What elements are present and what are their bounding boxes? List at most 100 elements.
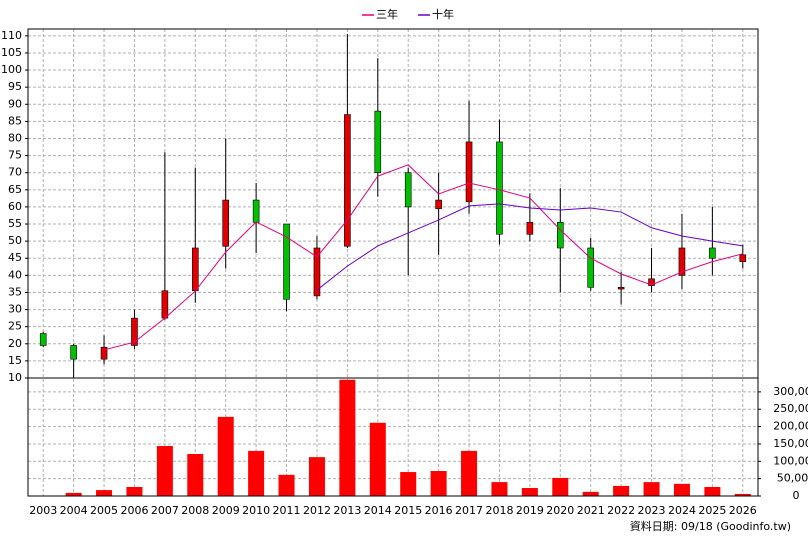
- candle-body: [617, 287, 625, 290]
- y-tick-label: 55: [8, 217, 22, 230]
- candle-body: [39, 333, 47, 346]
- x-tick-label: 2010: [242, 504, 270, 517]
- y-tick-label: 75: [8, 149, 22, 162]
- volume-bar: [521, 488, 538, 496]
- volume-bar: [126, 486, 143, 496]
- y-tick-label: 50,000: [777, 472, 808, 485]
- y-tick-label: 40: [8, 268, 22, 281]
- plot-frame: [27, 377, 759, 497]
- volume-bar: [278, 474, 295, 496]
- x-tick-label: 2011: [273, 504, 301, 517]
- candle-body: [465, 141, 473, 203]
- y-tick-label: 15: [8, 354, 22, 367]
- candle-body: [222, 199, 230, 247]
- x-tick-label: 2020: [546, 504, 574, 517]
- candle-body: [374, 110, 382, 174]
- volume-bar: [704, 486, 721, 496]
- candle-body: [739, 254, 747, 262]
- candle-body: [648, 278, 655, 286]
- y-tick-label: 80: [8, 131, 22, 144]
- volume-bar: [217, 416, 234, 496]
- y-tick-label: 200,000: [773, 420, 808, 433]
- candle-body: [435, 199, 442, 209]
- y-tick-label: 95: [8, 80, 22, 93]
- candle-body: [70, 345, 77, 360]
- volume-bar: [156, 446, 173, 496]
- candle-body: [252, 199, 260, 223]
- x-tick-label: 2021: [577, 504, 605, 517]
- y-tick-label: 45: [8, 251, 22, 264]
- x-tick-label: 2014: [364, 504, 392, 517]
- x-tick-label: 2013: [333, 504, 361, 517]
- volume-bar: [248, 450, 265, 496]
- legend-label: 三年: [376, 7, 398, 21]
- x-tick-label: 2015: [394, 504, 422, 517]
- volume-bar: [673, 483, 690, 496]
- y-tick-label: 20: [8, 337, 22, 350]
- y-tick-label: 35: [8, 285, 22, 298]
- volume-bar: [369, 422, 386, 496]
- volume-bar: [552, 477, 569, 496]
- y-tick-label: 90: [8, 97, 22, 110]
- volume-bar: [430, 471, 447, 496]
- y-tick-label: 300,000: [773, 385, 808, 398]
- volume-bar: [65, 492, 82, 496]
- y-tick-label: 150,000: [773, 437, 808, 450]
- x-tick-label: 2023: [638, 504, 666, 517]
- x-tick-label: 2019: [516, 504, 544, 517]
- candle-body: [131, 317, 138, 346]
- volume-bar: [582, 491, 599, 496]
- y-tick-label: 65: [8, 183, 22, 196]
- y-tick-label: 100: [1, 63, 22, 76]
- x-tick-label: 2025: [698, 504, 726, 517]
- candle-body: [556, 222, 564, 249]
- y-tick-label: 60: [8, 200, 22, 213]
- y-tick-label: 50: [8, 234, 22, 247]
- x-tick-label: 2004: [60, 504, 88, 517]
- y-tick-label: 110: [1, 29, 22, 42]
- x-tick-label: 2017: [455, 504, 483, 517]
- candle-body: [283, 223, 290, 300]
- volume-bar: [613, 485, 630, 496]
- volume-bar: [491, 482, 508, 496]
- y-tick-label: 10: [8, 371, 22, 384]
- x-tick-label: 2026: [729, 504, 757, 517]
- volume-bar: [308, 457, 325, 496]
- y-tick-label: 105: [1, 46, 22, 59]
- x-tick-label: 2022: [607, 504, 635, 517]
- candle-body: [344, 114, 351, 247]
- y-tick-label: 25: [8, 320, 22, 333]
- candle-body: [161, 290, 169, 319]
- volume-bar: [461, 450, 478, 496]
- x-tick-label: 2018: [485, 504, 513, 517]
- x-tick-label: 2012: [303, 504, 331, 517]
- candle-body: [496, 141, 503, 235]
- line-series: [103, 164, 743, 351]
- candle-body: [100, 346, 108, 360]
- candle-body: [191, 247, 199, 292]
- x-tick-label: 2003: [29, 504, 57, 517]
- footer: 資料日期: 09/18 (Goodinfo.tw): [630, 519, 791, 533]
- x-tick-label: 2005: [90, 504, 118, 517]
- line-series: [316, 203, 743, 291]
- y-tick-label: 0: [793, 489, 800, 502]
- y-tick-label: 100,000: [773, 454, 808, 467]
- candle-body: [678, 247, 686, 276]
- volume-bar: [339, 379, 356, 496]
- x-tick-label: 2006: [120, 504, 148, 517]
- volume-bar: [96, 490, 113, 496]
- x-tick-label: 2007: [151, 504, 179, 517]
- candle-body: [709, 247, 716, 259]
- x-tick-label: 2016: [425, 504, 453, 517]
- x-tick-label: 2008: [181, 504, 209, 517]
- y-tick-label: 250,000: [773, 402, 808, 415]
- y-tick-label: 85: [8, 114, 22, 127]
- volume-bar: [187, 454, 204, 496]
- legend-label: 十年: [432, 7, 454, 21]
- volume-bar: [643, 482, 660, 496]
- y-tick-label: 30: [8, 303, 22, 316]
- x-tick-label: 2024: [668, 504, 696, 517]
- candle-body: [313, 247, 321, 297]
- x-tick-label: 2009: [212, 504, 240, 517]
